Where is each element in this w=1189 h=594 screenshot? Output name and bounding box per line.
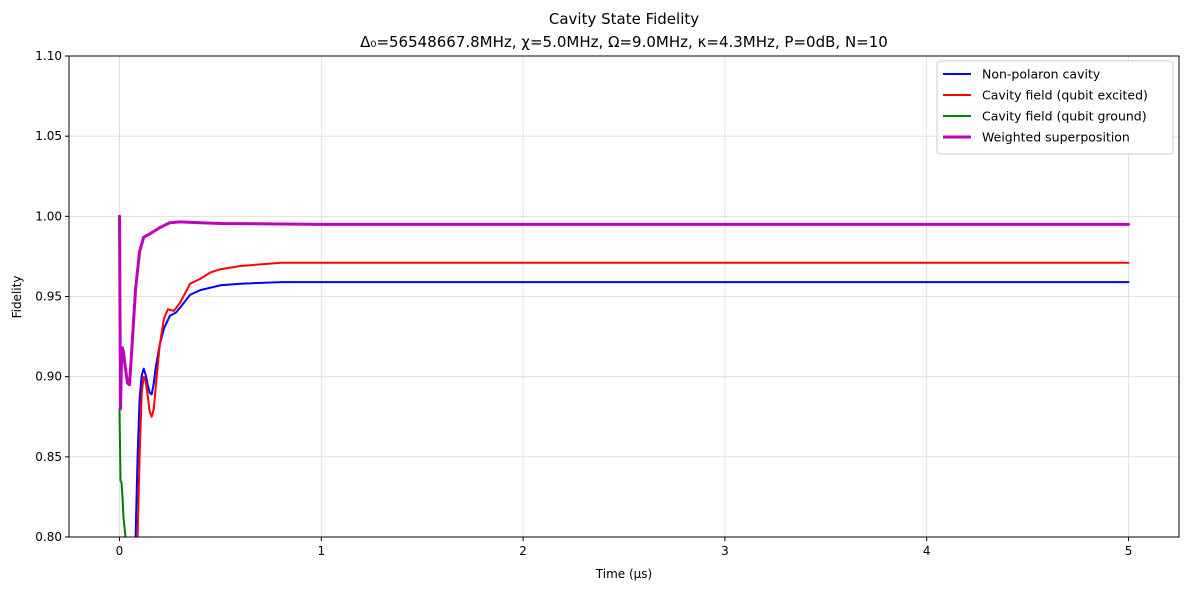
x-axis-label: Time (μs)	[595, 567, 652, 581]
legend-label: Cavity field (qubit excited)	[982, 88, 1148, 103]
chart-subtitle: Δ₀=56548667.8MHz, χ=5.0MHz, Ω=9.0MHz, κ=…	[360, 33, 888, 51]
x-tick-label: 1	[317, 544, 325, 558]
y-tick-label: 1.10	[35, 49, 62, 63]
series-line-1	[134, 281, 1130, 537]
series-line-3	[118, 407, 127, 537]
y-axis-label: Fidelity	[10, 276, 24, 319]
y-tick-label: 0.95	[35, 290, 62, 304]
legend-label: Cavity field (qubit ground)	[982, 109, 1147, 124]
x-tick-label: 5	[1125, 544, 1133, 558]
y-tick-label: 0.90	[35, 370, 62, 384]
legend: Non-polaron cavity Cavity field (qubit ex…	[936, 60, 1174, 155]
axis-ticks: 0 1 2 3 4 5 0.80 0.85 0.90 0.95 1.00 1.05 1.10	[35, 49, 1132, 558]
legend-label: Non-polaron cavity	[982, 67, 1101, 82]
x-tick-label: 4	[923, 544, 931, 558]
x-tick-label: 0	[116, 544, 124, 558]
series-line-4	[118, 214, 1130, 411]
series-lines	[118, 214, 1130, 537]
y-tick-label: 0.85	[35, 450, 62, 464]
legend-box	[936, 60, 1174, 155]
y-tick-label: 1.00	[35, 209, 62, 223]
series-line-2	[136, 261, 1130, 537]
y-tick-label: 1.05	[35, 129, 62, 143]
x-tick-label: 2	[519, 544, 527, 558]
chart-title: Cavity State Fidelity	[549, 10, 699, 28]
legend-label: Weighted superposition	[982, 130, 1130, 145]
x-tick-label: 3	[721, 544, 729, 558]
y-tick-label: 0.80	[35, 530, 62, 544]
